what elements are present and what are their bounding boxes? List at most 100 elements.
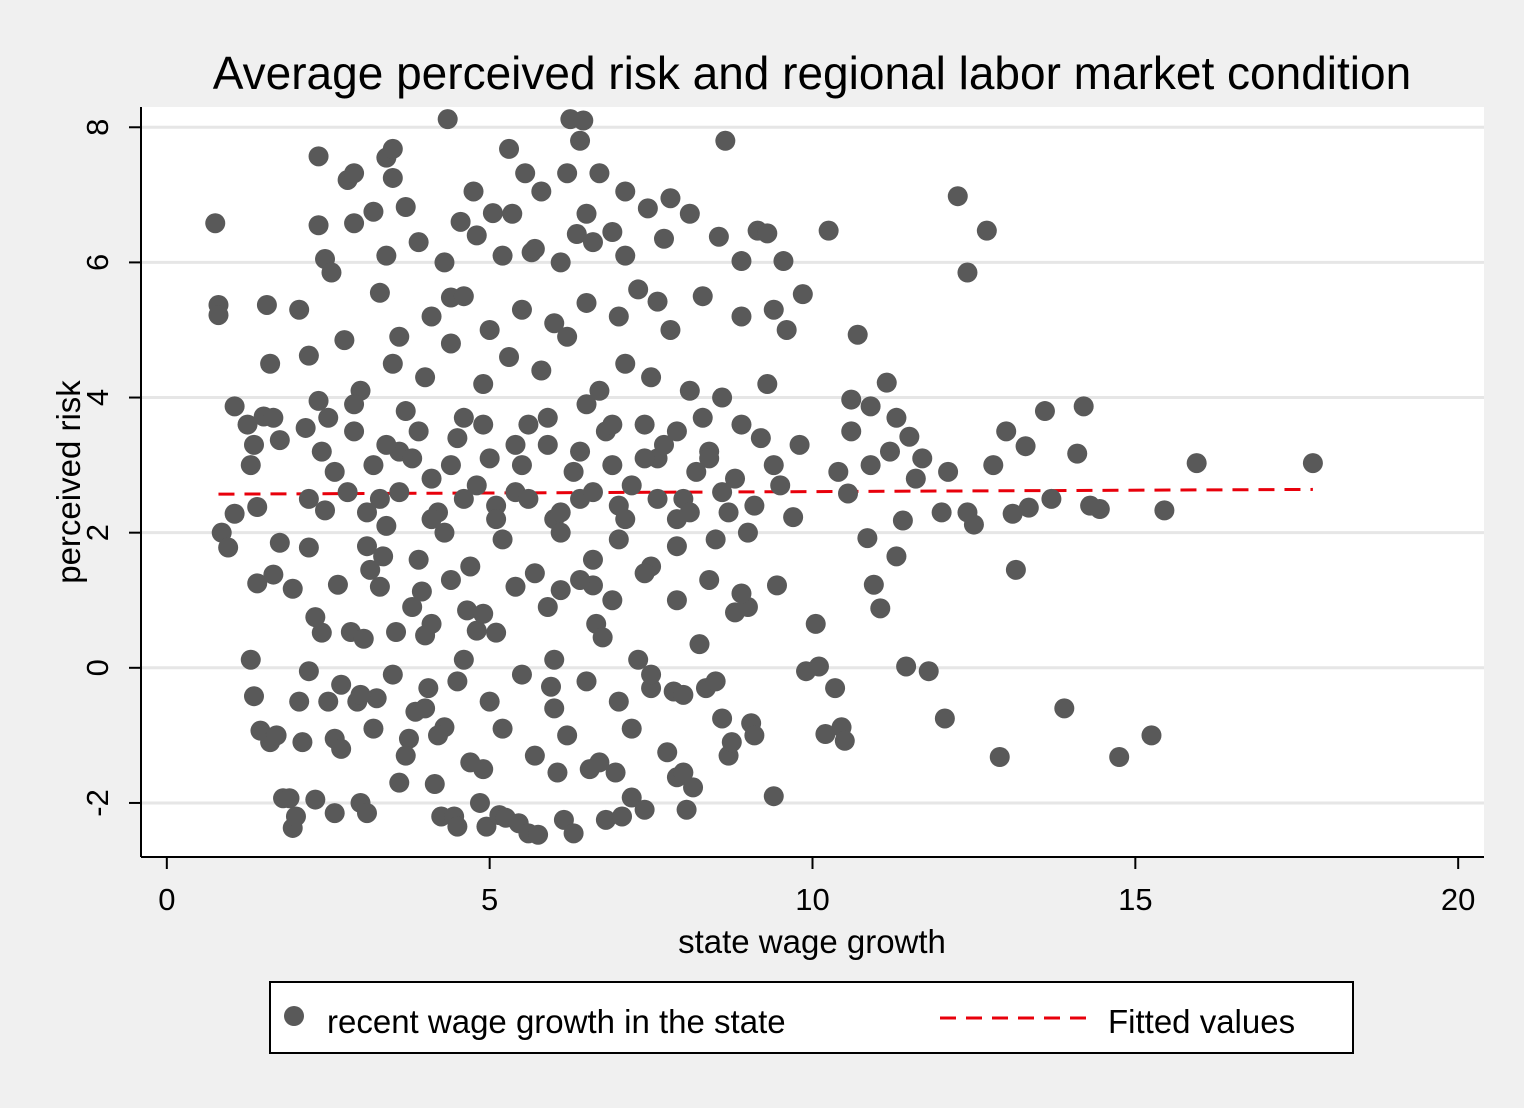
data-point xyxy=(237,414,258,435)
x-tick-label: 0 xyxy=(158,882,175,917)
data-point xyxy=(415,367,436,388)
data-point xyxy=(1089,499,1110,520)
data-point xyxy=(398,728,419,749)
y-tick-label: 0 xyxy=(80,659,115,676)
data-point xyxy=(605,762,626,783)
data-point xyxy=(411,581,432,602)
data-point xyxy=(1154,500,1175,521)
data-point xyxy=(324,803,345,824)
data-point xyxy=(544,313,565,334)
data-point xyxy=(676,799,697,820)
data-point xyxy=(511,299,532,320)
data-point xyxy=(1015,436,1036,457)
data-point xyxy=(337,482,358,503)
data-point xyxy=(708,226,729,247)
data-point xyxy=(298,345,319,366)
data-point xyxy=(570,130,591,151)
data-point xyxy=(285,806,306,827)
chart-title: Average perceived risk and regional labo… xyxy=(213,47,1411,99)
x-tick-label: 15 xyxy=(1118,882,1152,917)
data-point xyxy=(269,430,290,451)
data-point xyxy=(402,448,423,469)
data-point xyxy=(369,576,390,597)
data-point xyxy=(805,613,826,634)
data-point xyxy=(715,130,736,151)
data-point xyxy=(634,563,655,584)
data-point xyxy=(453,488,474,509)
data-point xyxy=(1054,698,1075,719)
data-point xyxy=(602,222,623,242)
data-point xyxy=(634,448,655,469)
data-point xyxy=(334,330,355,351)
data-point xyxy=(247,497,268,517)
data-point xyxy=(289,691,310,712)
data-point xyxy=(731,306,752,327)
data-point xyxy=(773,251,794,272)
data-point xyxy=(418,678,439,699)
data-point xyxy=(563,461,584,482)
data-point xyxy=(550,252,571,273)
x-tick-label: 20 xyxy=(1441,882,1475,917)
data-point xyxy=(653,434,674,455)
data-point xyxy=(879,441,900,462)
data-point xyxy=(305,789,326,810)
data-point xyxy=(731,414,752,435)
data-point xyxy=(976,220,997,241)
data-point xyxy=(825,678,846,699)
data-point xyxy=(1073,396,1094,417)
data-point xyxy=(505,576,526,597)
legend-marker-scatter xyxy=(284,1006,304,1026)
data-point xyxy=(547,762,568,783)
data-point xyxy=(582,549,603,570)
data-point xyxy=(298,488,319,509)
data-point xyxy=(544,649,565,670)
data-point xyxy=(518,414,539,435)
data-point xyxy=(256,294,277,315)
data-point xyxy=(712,387,733,408)
data-point xyxy=(602,455,623,476)
data-point xyxy=(460,556,481,577)
data-point xyxy=(718,502,739,523)
data-point xyxy=(789,434,810,455)
data-point xyxy=(363,455,384,476)
data-point xyxy=(573,110,594,131)
data-point xyxy=(912,448,933,469)
data-point xyxy=(1186,453,1207,474)
data-point xyxy=(344,163,365,184)
data-point xyxy=(356,536,377,557)
data-point xyxy=(524,563,545,584)
data-point xyxy=(582,482,603,503)
data-point xyxy=(934,708,955,729)
data-point xyxy=(628,649,649,670)
data-point xyxy=(269,532,290,553)
data-point xyxy=(447,671,468,692)
data-point xyxy=(208,305,229,326)
legend-label-scatter: recent wage growth in the state xyxy=(327,1003,786,1040)
data-point xyxy=(641,664,662,685)
data-point xyxy=(792,284,813,305)
data-point xyxy=(499,138,520,159)
data-point xyxy=(699,569,720,590)
data-point xyxy=(570,569,591,590)
data-point xyxy=(282,578,303,599)
data-point xyxy=(363,201,384,222)
data-point xyxy=(369,488,390,509)
data-point xyxy=(331,738,352,759)
x-axis-ticks: 0 5 10 15 20 xyxy=(158,857,1475,917)
data-point xyxy=(763,455,784,476)
data-point xyxy=(541,676,562,697)
data-point xyxy=(705,529,726,550)
data-point xyxy=(744,725,765,746)
data-point xyxy=(692,407,713,428)
data-point xyxy=(457,600,478,621)
data-point xyxy=(679,203,700,224)
data-point xyxy=(440,455,461,476)
data-point xyxy=(1005,559,1026,580)
data-point xyxy=(557,163,578,184)
x-tick-label: 10 xyxy=(795,882,829,917)
data-point xyxy=(689,634,710,655)
data-point xyxy=(395,745,416,766)
y-tick-label: -2 xyxy=(80,789,115,817)
data-point xyxy=(292,732,313,753)
